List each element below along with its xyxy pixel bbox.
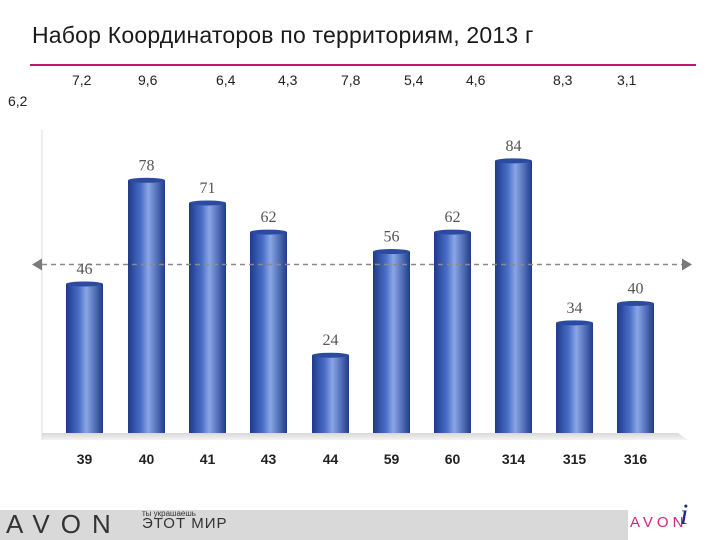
page-title: Набор Координаторов по территориям, 2013…	[32, 22, 534, 48]
category-label-315: 315	[563, 451, 587, 467]
category-label-59: 59	[384, 451, 400, 467]
category-label-39: 39	[77, 451, 93, 467]
bar-cap-315	[556, 320, 593, 326]
data-label-315: 34	[567, 300, 583, 317]
data-label-40: 78	[139, 157, 155, 174]
bar-59	[373, 251, 410, 433]
bar-44	[312, 355, 349, 433]
badge-text: AVON	[630, 514, 688, 531]
top-value-315: 8,3	[553, 72, 573, 88]
title-underline	[30, 64, 696, 66]
category-label-60: 60	[445, 451, 461, 467]
avon-logo: AVON	[6, 509, 122, 539]
category-label-316: 316	[624, 451, 648, 467]
data-label-43: 62	[261, 209, 277, 226]
badge-letter: i	[680, 498, 689, 531]
avon-badge	[628, 510, 720, 540]
bar-60	[434, 232, 471, 433]
bar-316	[617, 303, 654, 433]
top-value-44: 4,3	[278, 72, 298, 88]
bar-cap-41	[189, 200, 226, 206]
bar-cap-43	[250, 229, 287, 235]
data-label-314: 84	[506, 138, 522, 155]
top-value-43: 6,4	[216, 72, 236, 88]
bar-cap-316	[617, 300, 654, 306]
category-label-41: 41	[200, 451, 216, 467]
bar-314	[495, 160, 532, 433]
tagline-small: ты украшаешь	[142, 509, 196, 518]
bar-43	[250, 232, 287, 433]
tagline-large: ЭТОТ МИР	[142, 515, 228, 532]
bar-cap-60	[434, 229, 471, 235]
chart-floor	[42, 433, 688, 440]
data-label-316: 40	[628, 280, 644, 297]
category-label-43: 43	[261, 451, 277, 467]
category-label-314: 314	[502, 451, 526, 467]
bar-41	[189, 202, 226, 433]
bar-315	[556, 322, 593, 433]
top-value-39: 6,2	[8, 93, 28, 109]
bar-40	[128, 180, 165, 433]
data-label-41: 71	[200, 180, 216, 197]
footer-bar	[0, 510, 720, 540]
top-value-314: 4,6	[466, 72, 486, 88]
data-label-39: 46	[77, 261, 93, 278]
data-label-59: 56	[384, 229, 400, 246]
data-label-44: 24	[323, 332, 339, 349]
bar-cap-314	[495, 158, 532, 164]
category-label-40: 40	[139, 451, 155, 467]
top-value-60: 5,4	[404, 72, 424, 88]
bar-cap-39	[66, 281, 103, 287]
category-label-44: 44	[323, 451, 339, 467]
top-value-59: 7,8	[341, 72, 361, 88]
bar-cap-59	[373, 249, 410, 255]
reference-arrow-left	[32, 258, 42, 271]
top-value-41: 9,6	[138, 72, 158, 88]
reference-arrow-right	[682, 258, 692, 271]
bar-cap-44	[312, 352, 349, 358]
bar-39	[66, 283, 103, 433]
top-value-40: 7,2	[72, 72, 92, 88]
bar-cap-40	[128, 177, 165, 183]
top-value-316: 3,1	[617, 72, 637, 88]
bar-chart: 46 78 71 62 24 56 62 84 34 40 39 40 41 43 44 59 60 314 31…	[32, 130, 692, 467]
data-label-60: 62	[445, 209, 461, 226]
